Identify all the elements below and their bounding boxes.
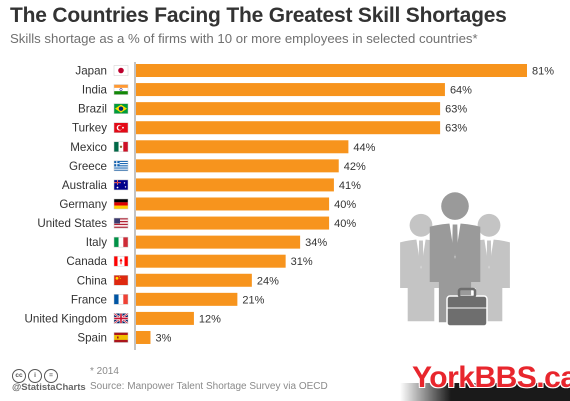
value-label: 44% xyxy=(353,142,375,154)
value-label: 3% xyxy=(155,332,171,344)
bar xyxy=(136,102,441,116)
category-label: Greece xyxy=(69,160,107,173)
bar-chart: Japan 81% India 64% Brazil 63% Turkey 63% Mexico… xyxy=(25,62,554,350)
value-label: 34% xyxy=(305,237,327,249)
value-label: 12% xyxy=(199,313,221,325)
category-label: United Kingdom xyxy=(25,312,108,325)
bar xyxy=(136,197,330,211)
bar xyxy=(136,159,339,173)
bar xyxy=(136,216,330,230)
value-label: 42% xyxy=(344,161,366,173)
mexico-flag-icon xyxy=(113,141,129,153)
value-label: 24% xyxy=(257,275,279,287)
category-label: Brazil xyxy=(78,103,107,116)
category-label: Germany xyxy=(59,198,107,211)
value-label: 63% xyxy=(445,104,467,116)
value-label: 64% xyxy=(450,85,472,97)
no-derivatives-icon: = xyxy=(44,369,58,383)
watermark-logo: YorkBBS.ca xyxy=(412,361,570,394)
italy-flag-icon xyxy=(113,236,129,248)
category-label: Italy xyxy=(86,236,107,249)
usa-flag-icon xyxy=(113,217,129,229)
value-label: 81% xyxy=(532,66,554,78)
bar xyxy=(136,235,301,249)
bar xyxy=(136,140,349,154)
watermark-band xyxy=(400,383,570,401)
canada-flag-icon xyxy=(113,255,129,267)
bar xyxy=(136,254,286,268)
value-label: 40% xyxy=(334,218,356,230)
france-flag-icon xyxy=(113,294,129,305)
japan-flag-icon xyxy=(113,65,129,76)
value-label: 40% xyxy=(334,199,356,211)
value-label: 63% xyxy=(445,123,467,135)
category-label: Australia xyxy=(62,179,108,192)
license-icons: cc i = xyxy=(12,364,60,383)
brazil-flag-icon xyxy=(113,103,129,114)
chart-title: The Countries Facing The Greatest Skill … xyxy=(10,4,507,27)
attribution-icon: i xyxy=(28,369,42,383)
bar xyxy=(136,292,238,306)
category-label: China xyxy=(77,274,108,287)
value-label: 31% xyxy=(291,256,313,268)
spain-flag-icon xyxy=(113,332,129,343)
cc-license-icon: cc xyxy=(12,369,26,383)
category-label: Japan xyxy=(75,65,107,78)
source-note: Source: Manpower Talent Shortage Survey … xyxy=(90,381,328,392)
category-label: France xyxy=(71,293,107,306)
china-flag-icon xyxy=(113,275,129,286)
value-label: 21% xyxy=(242,294,264,306)
category-label: India xyxy=(82,84,108,97)
bar xyxy=(136,178,334,192)
business-people-icon xyxy=(400,192,510,327)
bar xyxy=(136,121,441,135)
chart-subtitle: Skills shortage as a % of firms with 10 … xyxy=(10,31,478,46)
category-label: Canada xyxy=(66,255,107,268)
footnote: * 2014 xyxy=(90,366,119,377)
uk-flag-icon xyxy=(113,312,129,325)
germany-flag-icon xyxy=(113,198,129,210)
india-flag-icon xyxy=(113,84,129,95)
category-label: Turkey xyxy=(72,122,107,135)
category-label: United States xyxy=(37,217,107,230)
category-label: Spain xyxy=(77,331,107,344)
bar xyxy=(136,273,252,287)
category-label: Mexico xyxy=(70,141,107,154)
australia-flag-icon xyxy=(113,179,129,191)
turkey-flag-icon xyxy=(113,122,129,133)
bar xyxy=(136,64,527,77)
bar xyxy=(136,330,151,344)
bar xyxy=(136,311,194,325)
brand-handle: @StatistaCharts xyxy=(12,382,86,393)
value-label: 41% xyxy=(339,180,361,192)
bar xyxy=(136,83,445,97)
greece-flag-icon xyxy=(113,160,129,172)
